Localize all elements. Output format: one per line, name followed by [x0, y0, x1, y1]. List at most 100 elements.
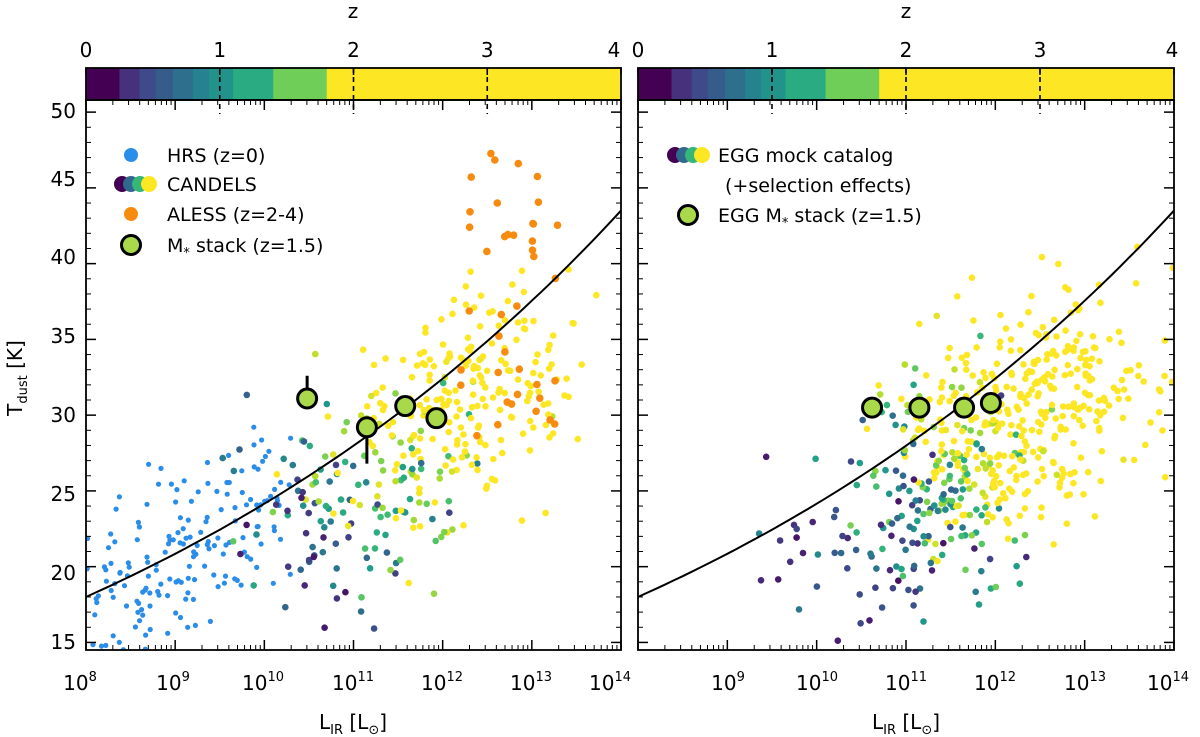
hrs-point — [185, 575, 191, 581]
candels-point — [476, 323, 484, 330]
hrs-point — [258, 541, 264, 547]
egg-point — [973, 506, 980, 513]
candels-point — [382, 355, 389, 362]
egg-point — [938, 441, 946, 448]
left-y-tick-labels: 15 20 25 30 35 40 45 50 — [51, 99, 76, 654]
legend-candels-marker — [114, 176, 157, 192]
egg-point — [952, 518, 959, 525]
aless-point — [473, 431, 481, 440]
egg-point — [954, 293, 961, 300]
y-tick-40: 40 — [51, 245, 76, 269]
egg-point — [928, 567, 936, 574]
hrs-point — [143, 632, 149, 638]
egg-point — [1017, 321, 1024, 329]
candels-point — [450, 296, 458, 304]
candels-point — [526, 447, 534, 454]
egg-point — [902, 546, 909, 554]
egg-point — [1091, 513, 1099, 520]
candels-point — [443, 358, 450, 366]
hrs-point — [185, 590, 191, 596]
egg-point — [926, 509, 933, 517]
egg-point — [847, 522, 854, 529]
egg-point — [892, 421, 899, 429]
candels-point — [345, 534, 352, 541]
egg-point — [946, 344, 953, 352]
egg-point — [1012, 476, 1020, 484]
aless-point — [553, 221, 562, 229]
egg-point — [762, 453, 770, 461]
egg-point — [1115, 395, 1122, 403]
legend-stack-marker — [120, 234, 142, 256]
egg-point — [961, 464, 969, 472]
egg-point — [957, 495, 965, 502]
candels-point — [357, 608, 365, 615]
candels-point — [372, 449, 379, 456]
hrs-point — [251, 464, 257, 470]
egg-point — [1034, 418, 1042, 426]
egg-point — [949, 449, 956, 456]
egg-point — [962, 566, 969, 574]
y-tick-30: 30 — [51, 403, 76, 427]
candels-point — [414, 447, 422, 455]
hrs-point — [110, 594, 116, 600]
aless-point — [533, 380, 541, 389]
egg-point — [963, 451, 970, 459]
hrs-point — [177, 515, 183, 521]
candels-point — [363, 554, 371, 562]
egg-point — [1005, 410, 1012, 418]
hrs-point — [90, 642, 96, 648]
candels-point — [342, 588, 349, 596]
candels-point — [432, 537, 440, 545]
egg-point — [973, 440, 980, 448]
egg-point — [1074, 365, 1081, 373]
legend-hrs-label: HRS (z=0) — [167, 145, 265, 167]
egg-point — [1077, 354, 1084, 362]
egg-point — [1021, 531, 1029, 539]
egg-point — [1028, 292, 1035, 300]
egg-point — [899, 472, 907, 480]
candels-point — [315, 498, 323, 505]
hrs-point — [248, 496, 254, 503]
candels-point — [473, 454, 480, 461]
y-tick-50: 50 — [51, 99, 76, 123]
candels-point — [361, 545, 369, 552]
hrs-point — [156, 592, 162, 598]
egg-point — [1016, 423, 1023, 430]
hrs-point — [105, 545, 112, 551]
candels-point — [407, 436, 414, 444]
hrs-point — [177, 540, 183, 546]
candels-point — [379, 384, 387, 391]
hrs-point — [187, 534, 193, 540]
hrs-point — [139, 607, 145, 613]
candels-point — [355, 481, 362, 489]
egg-point — [993, 360, 1001, 368]
egg-point — [938, 394, 946, 401]
egg-point — [1073, 337, 1080, 345]
y-tick-25: 25 — [51, 482, 76, 506]
y-axis-title: Tdust [K] — [3, 340, 31, 417]
stack-point — [394, 395, 417, 418]
hrs-point — [140, 589, 146, 595]
egg-point — [1093, 417, 1100, 425]
egg-point — [1042, 334, 1050, 341]
egg-point — [959, 486, 967, 493]
egg-point — [1050, 541, 1057, 548]
colorbar-segment — [707, 68, 726, 100]
egg-point — [1040, 472, 1047, 480]
candels-point — [384, 511, 391, 518]
egg-point — [1118, 376, 1126, 384]
hrs-point — [166, 533, 172, 540]
candels-point — [329, 582, 337, 590]
hrs-point — [153, 567, 159, 573]
egg-point — [895, 577, 902, 584]
right-x-tick-labels: 109 1010 1011 1012 1013 1014 — [711, 670, 1189, 695]
egg-point — [1010, 385, 1017, 392]
candels-point — [542, 509, 549, 517]
candels-point — [389, 418, 397, 426]
candels-point — [382, 531, 389, 539]
y-tick-20: 20 — [51, 561, 76, 585]
egg-point — [831, 549, 838, 557]
egg-point — [776, 537, 784, 544]
egg-point — [946, 397, 953, 405]
candels-point — [392, 570, 399, 577]
